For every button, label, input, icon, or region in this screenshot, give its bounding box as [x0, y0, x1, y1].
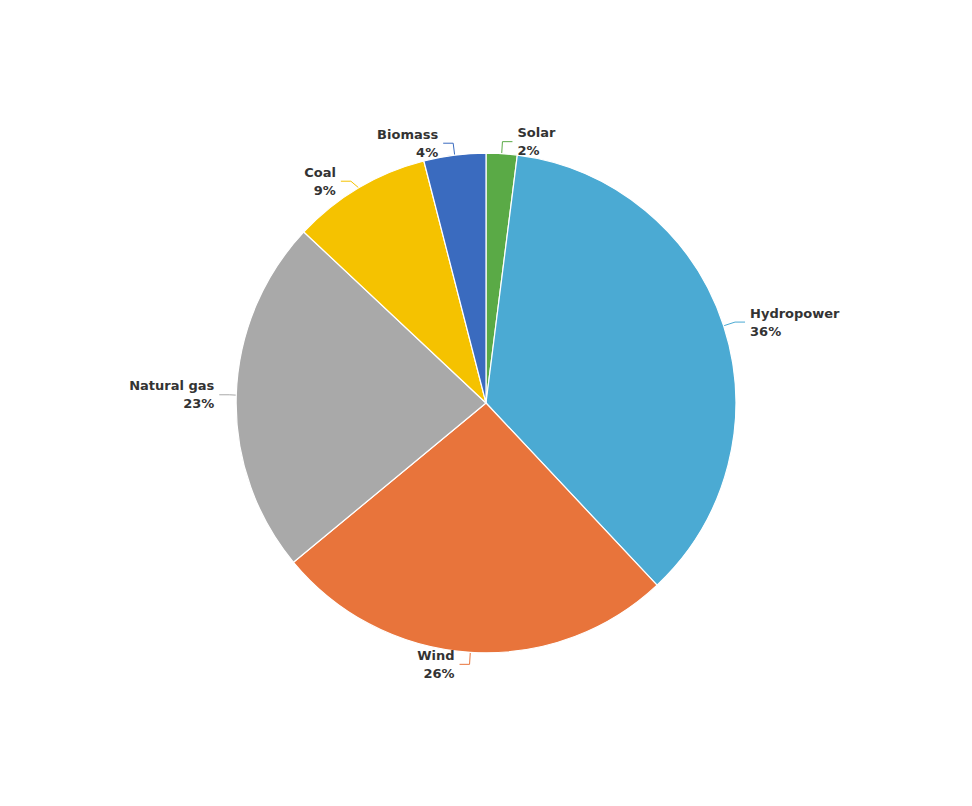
svg-text:36%: 36% [750, 324, 781, 339]
svg-text:23%: 23% [183, 396, 214, 411]
svg-text:Biomass: Biomass [377, 127, 438, 142]
svg-text:26%: 26% [423, 666, 454, 681]
svg-text:Wind: Wind [417, 648, 454, 663]
svg-text:Coal: Coal [304, 165, 336, 180]
svg-text:Natural gas: Natural gas [129, 378, 214, 393]
svg-text:Solar: Solar [517, 125, 556, 140]
svg-text:9%: 9% [314, 183, 336, 198]
svg-text:2%: 2% [517, 143, 539, 158]
svg-text:Hydropower: Hydropower [750, 306, 840, 321]
svg-text:4%: 4% [416, 145, 438, 160]
